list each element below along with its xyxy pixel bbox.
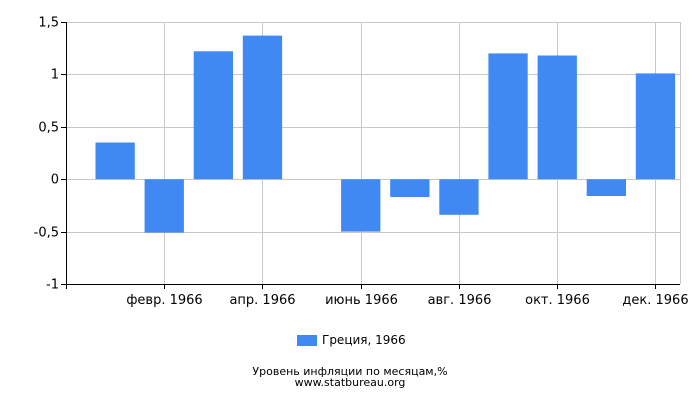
x-tick-label: апр. 1966 (229, 293, 295, 308)
bar (537, 55, 577, 180)
bar (144, 179, 184, 233)
y-tick-label: 0,5 (38, 121, 59, 136)
bar (586, 179, 626, 196)
bar (635, 73, 676, 180)
x-tick-labels: февр. 1966 апр. 1966 июнь 1966 авг. 1966 окт… (126, 293, 688, 308)
bar (95, 142, 135, 180)
bar (488, 53, 528, 180)
legend-swatch (297, 334, 317, 346)
bar (242, 35, 283, 180)
x-tick-label: июнь 1966 (325, 293, 398, 308)
source-link[interactable]: www.statbureau.org (294, 376, 406, 389)
grid-lines (66, 22, 681, 285)
y-tick-label: -0,5 (34, 226, 59, 241)
y-tick-labels: -1 -0,5 0 0,5 1 1,5 (34, 16, 59, 293)
bar (341, 179, 381, 232)
bar (390, 179, 430, 197)
legend: Греция, 1966 (297, 333, 406, 347)
y-tick-label: 1 (51, 68, 59, 83)
y-tick-label: -1 (46, 278, 59, 293)
chart-title: Уровень инфляции по месяцам,% (252, 365, 448, 378)
x-tick-label: окт. 1966 (525, 293, 590, 308)
x-tick-label: февр. 1966 (126, 293, 202, 308)
x-tick-label: авг. 1966 (428, 293, 492, 308)
y-tick-label: 1,5 (38, 16, 59, 31)
bars (95, 35, 676, 233)
bar (193, 51, 233, 180)
axes (61, 22, 680, 289)
x-tick-label: дек. 1966 (622, 293, 688, 308)
bar (439, 179, 479, 215)
legend-label: Греция, 1966 (322, 333, 406, 347)
y-tick-label: 0 (51, 173, 59, 188)
